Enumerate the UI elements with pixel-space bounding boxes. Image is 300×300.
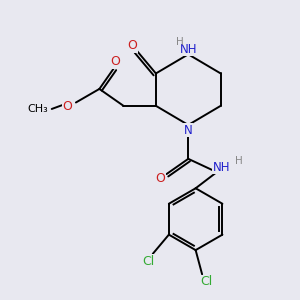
Text: CH₃: CH₃	[28, 104, 48, 114]
Text: Cl: Cl	[142, 255, 154, 268]
Text: O: O	[63, 100, 73, 112]
Text: Cl: Cl	[200, 275, 213, 288]
Text: O: O	[155, 172, 165, 185]
Text: N: N	[184, 124, 193, 137]
Text: O: O	[128, 39, 137, 52]
Text: NH: NH	[213, 160, 230, 174]
Text: H: H	[235, 156, 243, 166]
Text: NH: NH	[179, 43, 197, 56]
Text: H: H	[176, 37, 184, 47]
Text: O: O	[110, 56, 120, 68]
